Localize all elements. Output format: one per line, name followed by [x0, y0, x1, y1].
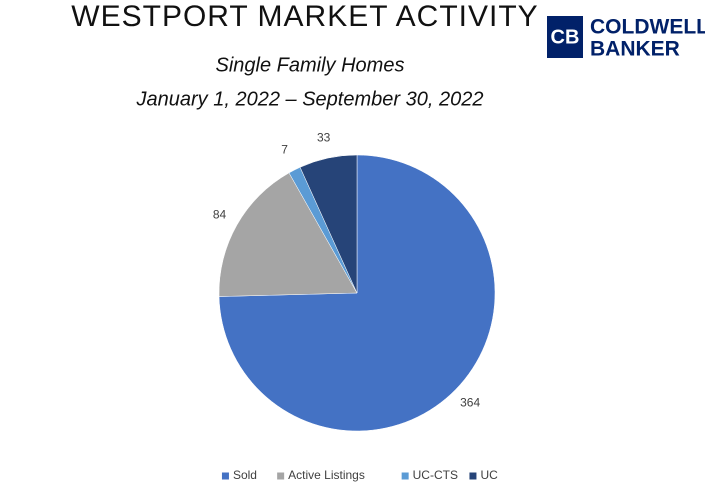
legend-label: UC-CTS [413, 468, 458, 482]
logo-glyph: CB [551, 26, 580, 48]
logo-text: BANKER [590, 38, 680, 61]
legend-label: Sold [233, 468, 257, 482]
pie-slice [218, 172, 358, 297]
logo-text: COLDWELL [590, 16, 705, 39]
logo-mark [547, 16, 583, 58]
data-label: 33 [317, 131, 331, 145]
date-range: January 1, 2022 – September 30, 2022 [136, 88, 484, 110]
legend-label: Active Listings [288, 468, 365, 482]
legend-swatch [401, 472, 409, 480]
legend-label: UC [480, 468, 498, 482]
legend-swatch [277, 472, 285, 480]
data-label: 84 [213, 207, 227, 221]
chart-subtitle: Single Family Homes [216, 54, 405, 76]
pie-slice [218, 154, 496, 432]
data-label: 364 [460, 395, 480, 409]
legend-swatch [221, 472, 229, 480]
pie-slice [299, 154, 358, 294]
legend-swatch [469, 472, 477, 480]
data-label: 7 [281, 143, 288, 157]
chart-title: WESTPORT MARKET ACTIVITY [71, 0, 538, 33]
